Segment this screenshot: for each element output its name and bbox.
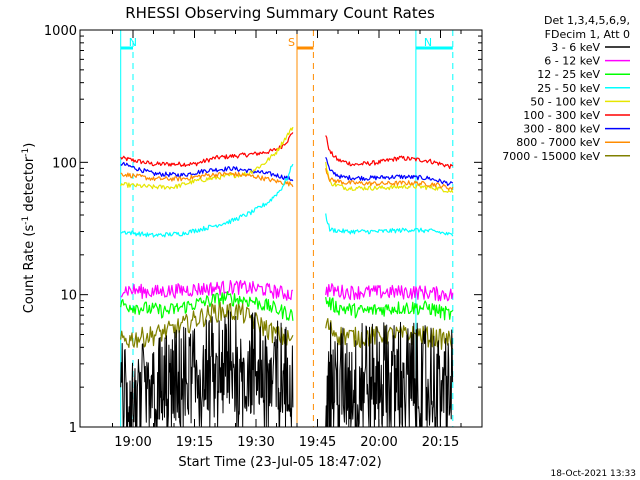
- x-axis-label: Start Time (23-Jul-05 18:47:02): [178, 455, 381, 470]
- series-trace-0-segment-1: [325, 135, 453, 170]
- annotation-label-1: S: [288, 36, 295, 49]
- x-tick-label-2: 19:30: [237, 435, 274, 450]
- legend-header-line-2: FDecim 1, Att 0: [545, 28, 630, 41]
- series-trace-7-segment-0: [120, 301, 294, 348]
- legend-label-2: 12 - 25 keV: [537, 68, 600, 81]
- legend-header-line-1: Det 1,3,4,5,6,9,: [544, 14, 630, 27]
- x-tick-label-1: 19:15: [176, 435, 213, 450]
- y-tick-label-0: 1: [69, 421, 77, 436]
- annotation-label-0: N: [129, 36, 137, 49]
- y-tick-label-3: 1000: [44, 24, 77, 39]
- x-tick-label-4: 20:00: [360, 435, 397, 450]
- series-trace-1-segment-0: [120, 161, 294, 182]
- legend-label-0: 3 - 6 keV: [551, 41, 600, 54]
- annotation-label-2: N: [424, 36, 432, 49]
- series-trace-5-segment-1: [325, 283, 454, 302]
- legend-label-8: 7000 - 15000 keV: [502, 150, 600, 163]
- series-trace-2-segment-0: [120, 126, 294, 190]
- series-trace-0-segment-0: [120, 132, 294, 167]
- series-trace-3-segment-0: [120, 171, 294, 188]
- axes: 19:00 19:15 19:30 19:45 20:00 20:15 1 10 100 1000: [44, 24, 483, 450]
- series-trace-7-segment-1: [325, 318, 454, 350]
- y-tick-label-2: 100: [52, 156, 77, 171]
- series-trace-6-segment-0: [120, 291, 294, 321]
- x-tick-label-0: 19:00: [114, 435, 151, 450]
- series-trace-4-segment-1: [325, 213, 454, 237]
- chart-title: RHESSI Observing Summary Count Rates: [125, 4, 435, 22]
- series-trace-3-segment-1: [325, 168, 454, 191]
- series-trace-4-segment-0: [120, 163, 294, 238]
- y-axis-label: Count Rate (s-1 detector-1): [21, 143, 37, 314]
- series-trace-5-segment-0: [120, 279, 294, 301]
- x-tick-label-3: 19:45: [299, 435, 336, 450]
- series-trace-2-segment-1: [325, 161, 454, 193]
- legend: Det 1,3,4,5,6,9, FDecim 1, Att 0 3 - 6 k…: [502, 14, 630, 163]
- x-tick-label-5: 20:15: [422, 435, 459, 450]
- series-trace-1-segment-1: [325, 157, 454, 187]
- series-trace-6-segment-1: [325, 297, 454, 321]
- plot-frame: [79, 29, 483, 428]
- legend-label-7: 800 - 7000 keV: [516, 136, 600, 149]
- legend-label-1: 6 - 12 keV: [544, 55, 600, 68]
- legend-label-6: 300 - 800 keV: [523, 123, 600, 136]
- y-tick-label-1: 10: [60, 289, 77, 304]
- legend-label-3: 25 - 50 keV: [537, 82, 600, 95]
- legend-label-5: 100 - 300 keV: [523, 109, 600, 122]
- series-trace-8-segment-0: [120, 310, 294, 428]
- footer-date: 18-Oct-2021 13:33: [551, 469, 636, 479]
- legend-label-4: 50 - 100 keV: [530, 95, 600, 108]
